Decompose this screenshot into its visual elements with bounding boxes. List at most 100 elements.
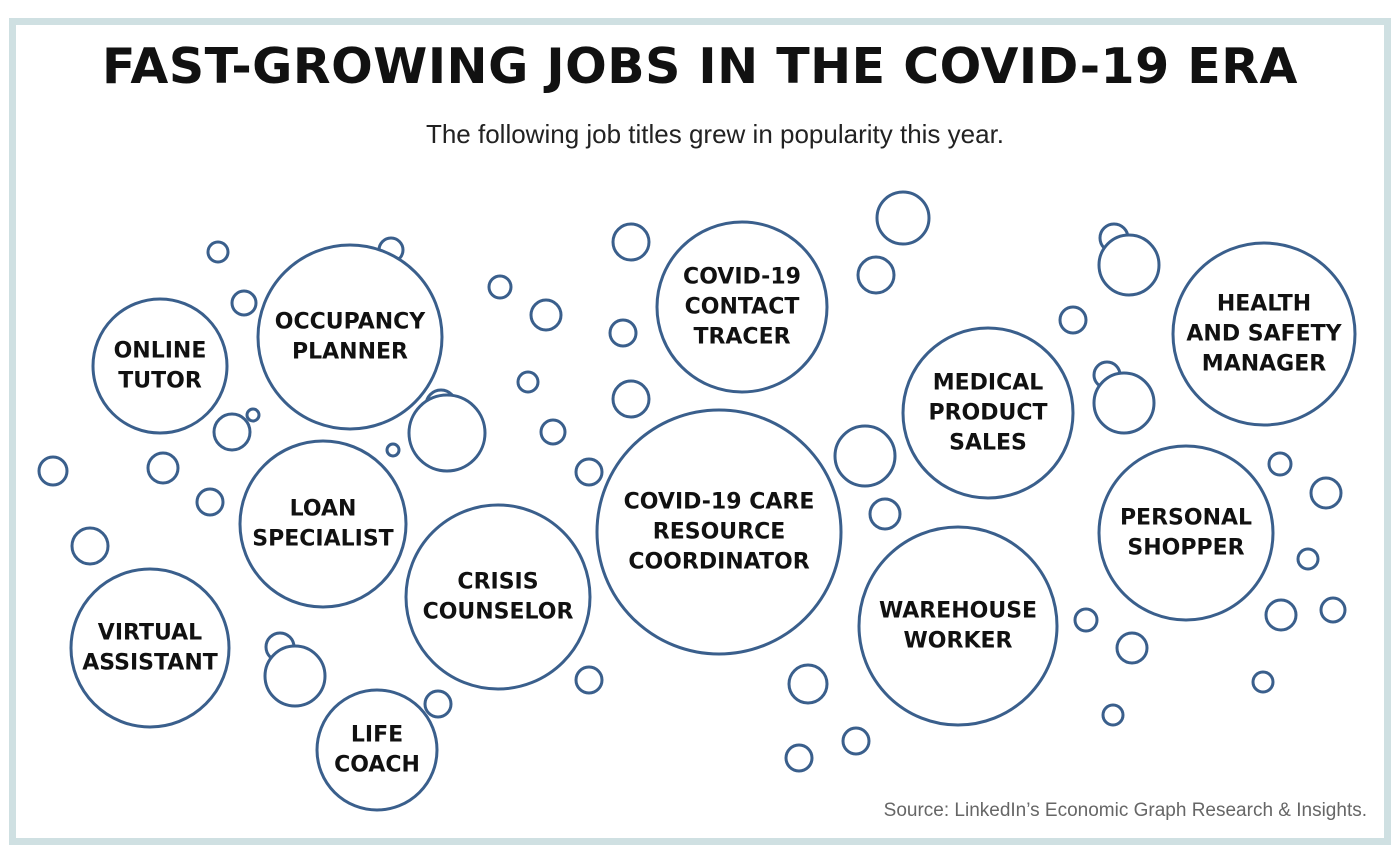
job-label-line: TUTOR [118,369,202,394]
decorative-bubble [487,274,513,300]
job-label-line: MANAGER [1202,352,1326,377]
decorative-bubble [1115,631,1149,665]
job-label-line: HEALTH [1217,292,1311,317]
job-label-line: WAREHOUSE [879,599,1037,624]
job-bubble-circle [69,567,231,729]
decorative-bubble [230,289,258,317]
decorative-bubble [206,240,230,264]
job-bubble-health-and-safety-manager: HEALTH AND SAFETY MANAGER [1171,241,1357,427]
job-bubble-online-tutor: ONLINE TUTOR [91,297,229,435]
job-label-line: ASSISTANT [82,651,218,676]
job-label-line: COVID-19 [683,265,801,290]
job-label-line: COUNSELOR [423,600,574,625]
job-bubble-crisis-counselor: CRISIS COUNSELOR [404,503,592,691]
job-label-line: CONTACT [685,295,800,320]
job-bubble-circle [315,688,439,812]
job-bubble-circle [256,243,444,431]
job-bubble-circle [1171,241,1357,427]
decorative-bubble [574,665,604,695]
decorative-bubble [787,663,829,705]
decorative-bubble [146,451,180,485]
decorative-bubble [1073,607,1099,633]
job-label-line: PERSONAL [1120,506,1252,531]
job-bubble-circle [238,439,408,609]
decorative-bubble [245,407,261,423]
decorative-bubble [611,222,651,262]
decorative-bubble [1267,451,1293,477]
decorative-bubble [833,424,897,488]
job-label-line: OCCUPANCY [275,310,427,335]
decorative-bubble [1097,233,1161,297]
job-label-line: LIFE [351,723,403,748]
job-bubble-circle [655,220,829,394]
decorative-bubble [516,370,540,394]
job-bubble-circle [404,503,592,691]
job-label-line: PRODUCT [928,401,1047,426]
job-bubble-circle [1097,444,1275,622]
job-bubble-occupancy-planner: OCCUPANCY PLANNER [256,243,444,431]
job-label-line: COVID-19 CARE [624,490,815,515]
job-label-line: CRISIS [457,570,538,595]
job-bubble-life-coach: LIFE COACH [315,688,439,812]
decorative-bubble [263,644,327,708]
decorative-bubble [1309,476,1343,510]
job-label-line: COORDINATOR [628,550,809,575]
job-bubble-covid-19-contact-tracer: COVID-19 CONTACT TRACER [655,220,829,394]
decorative-bubble [856,255,896,295]
job-bubble-personal-shopper: PERSONAL SHOPPER [1097,444,1275,622]
job-bubble-circle [595,408,843,656]
decorative-bubble [1101,703,1125,727]
decorative-bubble [1264,598,1298,632]
decorative-bubble [841,726,871,756]
job-bubble-circle [901,326,1075,500]
decorative-bubble [407,393,487,473]
job-label-line: MEDICAL [933,371,1044,396]
frame-border [9,18,1391,845]
job-bubble-circle [91,297,229,435]
decorative-bubble [212,412,252,452]
decorative-bubble [611,379,651,419]
job-label-line: WORKER [904,629,1013,654]
decorative-bubble [1296,547,1320,571]
page-title: FAST-GROWING JOBS IN THE COVID-19 ERA [102,38,1298,95]
job-label-line: ONLINE [114,339,207,364]
decorative-bubble [195,487,225,517]
decorative-bubble [37,455,69,487]
job-label-line: TRACER [693,325,790,350]
job-bubble-circle [857,525,1059,727]
source-note: Source: LinkedIn’s Economic Graph Resear… [883,800,1367,821]
job-label-line: VIRTUAL [98,621,202,646]
decorative-bubble [423,689,453,719]
decorative-bubble [608,318,638,348]
decorative-bubble [784,743,814,773]
job-label-line: SHOPPER [1127,536,1244,561]
job-bubble-virtual-assistant: VIRTUAL ASSISTANT [69,567,231,729]
job-bubbles: ONLINE TUTOR OCCUPANCY PLANNER LOAN SPECIALIS… [69,220,1357,812]
job-label-line: SPECIALIST [252,527,393,552]
job-bubble-loan-specialist: LOAN SPECIALIST [238,439,408,609]
decorative-bubble [574,457,604,487]
decorative-bubble [1251,670,1275,694]
decorative-bubble [70,526,110,566]
job-bubble-covid-19-care-resource-coordinator: COVID-19 CARE RESOURCE COORDINATOR [595,408,843,656]
job-label-line: LOAN [290,497,357,522]
job-bubble-medical-product-sales: MEDICAL PRODUCT SALES [901,326,1075,500]
decorative-bubble [1058,305,1088,335]
decorative-bubbles [37,190,1347,773]
job-label-line: COACH [334,753,420,778]
job-bubble-warehouse-worker: WAREHOUSE WORKER [857,525,1059,727]
job-label-line: RESOURCE [653,520,786,545]
job-label-line: SALES [949,431,1027,456]
decorative-bubble [385,442,401,458]
decorative-bubble [1319,596,1347,624]
decorative-bubble [875,190,931,246]
decorative-bubble [539,418,567,446]
page-subtitle: The following job titles grew in popular… [425,119,1005,149]
job-label-line: PLANNER [292,340,408,365]
job-label-line: AND SAFETY [1186,322,1342,347]
decorative-bubble [868,497,902,531]
decorative-bubble [529,298,563,332]
decorative-bubble [1092,371,1156,435]
